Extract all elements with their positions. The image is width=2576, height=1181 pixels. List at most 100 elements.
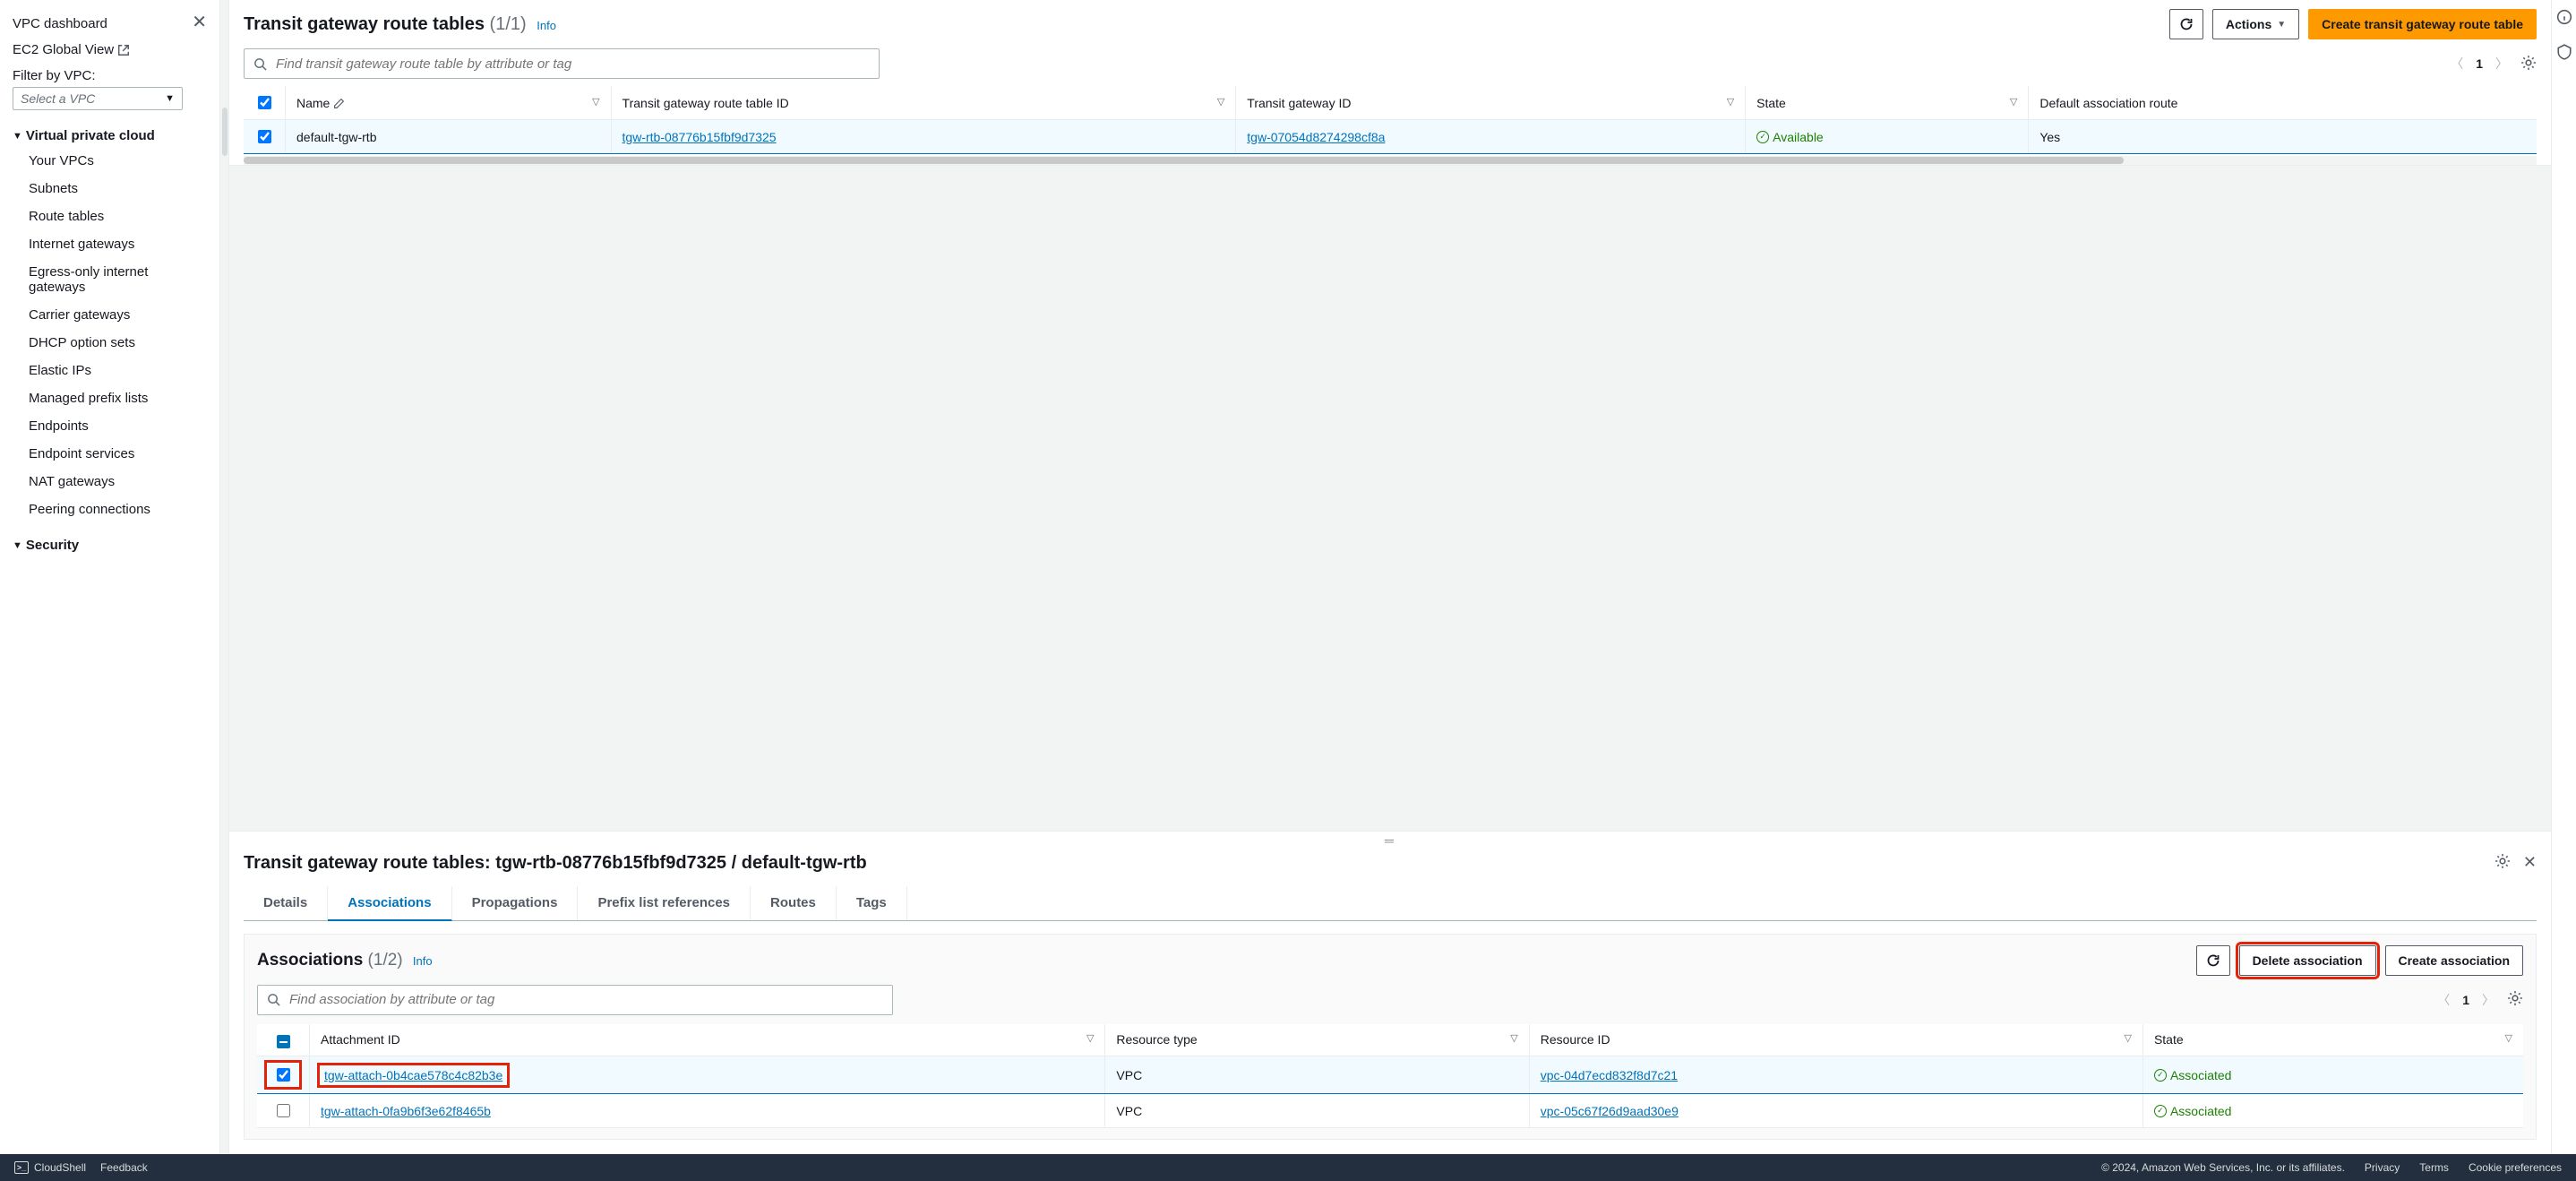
assoc-search[interactable] — [257, 985, 893, 1015]
route-table-search[interactable] — [244, 48, 880, 79]
assoc-prev-page[interactable]: 〈 — [2437, 991, 2450, 1009]
col-resource-type[interactable]: Resource type▽ — [1105, 1024, 1529, 1056]
feedback-link[interactable]: Feedback — [100, 1161, 148, 1174]
create-association-button[interactable]: Create association — [2385, 945, 2524, 976]
panel-drag-handle[interactable]: ═ — [244, 832, 2537, 853]
associations-table: Attachment ID▽ Resource type▽ Resource I… — [257, 1024, 2523, 1129]
assoc-info-link[interactable]: Info — [413, 954, 433, 968]
col-rtb-id[interactable]: Transit gateway route table ID▽ — [611, 86, 1236, 120]
sidebar-item-route-tables[interactable]: Route tables — [13, 203, 202, 230]
search-icon — [253, 57, 267, 71]
select-vpc-dropdown[interactable]: Select a VPC ▼ — [13, 87, 183, 110]
delete-association-button[interactable]: Delete association — [2239, 945, 2376, 976]
col-name[interactable]: Name▽ — [286, 86, 612, 120]
actions-label: Actions — [2226, 17, 2271, 31]
info-icon[interactable] — [2556, 9, 2572, 28]
assoc-state: ✓Associated — [2154, 1104, 2512, 1118]
assoc-row-checkbox[interactable] — [277, 1104, 290, 1117]
assoc-refresh-button[interactable] — [2196, 945, 2230, 976]
sidebar-item-subnets[interactable]: Subnets — [13, 175, 202, 203]
assoc-next-page[interactable]: 〉 — [2482, 991, 2494, 1009]
assoc-settings-icon[interactable] — [2507, 990, 2523, 1009]
detail-close-icon[interactable]: ✕ — [2523, 853, 2537, 874]
sidebar-item-internet-gateways[interactable]: Internet gateways — [13, 230, 202, 258]
sidebar-item-your-vpcs[interactable]: Your VPCs — [13, 147, 202, 175]
sidebar: ✕ VPC dashboard EC2 Global View Filter b… — [0, 0, 220, 1154]
chevron-down-icon: ▼ — [2277, 20, 2286, 30]
diagnostic-icon[interactable] — [2556, 44, 2572, 63]
col-state[interactable]: State▽ — [1746, 86, 2029, 120]
table-horizontal-scrollbar[interactable] — [244, 156, 2537, 165]
sidebar-item-dhcp-option-sets[interactable]: DHCP option sets — [13, 329, 202, 357]
search-icon — [267, 993, 280, 1006]
create-route-table-button[interactable]: Create transit gateway route table — [2308, 9, 2537, 39]
col-attachment-id[interactable]: Attachment ID▽ — [310, 1024, 1105, 1056]
cell-tgw-id-link[interactable]: tgw-07054d8274298cf8a — [1247, 130, 1385, 144]
tab-details[interactable]: Details — [244, 886, 328, 920]
cell-rtb-id-link[interactable]: tgw-rtb-08776b15fbf9d7325 — [623, 130, 777, 144]
assoc-attachment-link[interactable]: tgw-attach-0fa9b6f3e62f8465b — [321, 1104, 491, 1118]
col-assoc-state[interactable]: State▽ — [2142, 1024, 2523, 1056]
tab-propagations[interactable]: Propagations — [452, 886, 579, 920]
assoc-resource-id-link[interactable]: vpc-05c67f26d9aad30e9 — [1541, 1104, 1679, 1118]
sidebar-item-endpoint-services[interactable]: Endpoint services — [13, 440, 202, 468]
sidebar-item-egress-only[interactable]: Egress-only internet gateways — [13, 258, 202, 301]
sidebar-ec2-global-view[interactable]: EC2 Global View — [13, 37, 202, 63]
sidebar-resize-handle[interactable] — [220, 0, 229, 1154]
assoc-row[interactable]: tgw-attach-0b4cae578c4c82b3e VPC vpc-04d… — [257, 1056, 2523, 1094]
cloudshell-button[interactable]: >_ CloudShell — [14, 1161, 86, 1174]
refresh-icon — [2179, 17, 2194, 31]
refresh-button[interactable] — [2169, 9, 2203, 39]
tab-associations[interactable]: Associations — [328, 886, 451, 921]
assoc-resource-id-link[interactable]: vpc-04d7ecd832f8d7c21 — [1541, 1068, 1678, 1082]
assoc-resource-type: VPC — [1105, 1056, 1529, 1094]
route-table-search-input[interactable] — [274, 56, 870, 73]
tab-tags[interactable]: Tags — [837, 886, 907, 920]
sidebar-vpc-dashboard[interactable]: VPC dashboard — [13, 11, 202, 37]
main-content: Transit gateway route tables (1/1) Info … — [229, 0, 2551, 1154]
sidebar-item-peering-connections[interactable]: Peering connections — [13, 496, 202, 523]
actions-button[interactable]: Actions ▼ — [2212, 9, 2299, 39]
tab-routes[interactable]: Routes — [751, 886, 837, 920]
create-route-table-label: Create transit gateway route table — [2322, 17, 2523, 31]
col-resource-id[interactable]: Resource ID▽ — [1529, 1024, 2142, 1056]
sidebar-section-security[interactable]: ▼ Security — [13, 534, 202, 556]
detail-panel: ═ Transit gateway route tables: tgw-rtb-… — [229, 831, 2551, 1155]
cloudshell-icon: >_ — [14, 1161, 29, 1174]
footer-privacy[interactable]: Privacy — [2365, 1161, 2400, 1174]
select-all-checkbox[interactable] — [244, 86, 286, 120]
col-tgw-id[interactable]: Transit gateway ID▽ — [1236, 86, 1746, 120]
assoc-attachment-link[interactable]: tgw-attach-0b4cae578c4c82b3e — [321, 1066, 506, 1084]
assoc-search-input[interactable] — [288, 991, 883, 1008]
assoc-select-all[interactable] — [257, 1024, 310, 1056]
col-default-assoc[interactable]: Default association route — [2029, 86, 2537, 120]
sidebar-item-elastic-ips[interactable]: Elastic IPs — [13, 357, 202, 384]
next-page[interactable]: 〉 — [2495, 55, 2508, 73]
sidebar-item-managed-prefix-lists[interactable]: Managed prefix lists — [13, 384, 202, 412]
page-title-count: (1/1) — [490, 14, 527, 34]
chevron-down-icon: ▼ — [165, 93, 175, 104]
caret-down-icon: ▼ — [13, 131, 22, 142]
status-ok-icon: ✓ — [1756, 131, 1769, 143]
associations-title: Associations (1/2) Info — [257, 951, 433, 970]
table-row[interactable]: default-tgw-rtb tgw-rtb-08776b15fbf9d732… — [244, 120, 2537, 154]
cell-default-assoc: Yes — [2029, 120, 2537, 154]
route-tables-table: Name▽ Transit gateway route table ID▽ Tr… — [244, 86, 2537, 154]
sidebar-ec2-label: EC2 Global View — [13, 42, 114, 57]
sidebar-item-carrier-gateways[interactable]: Carrier gateways — [13, 301, 202, 329]
assoc-row[interactable]: tgw-attach-0fa9b6f3e62f8465b VPC vpc-05c… — [257, 1094, 2523, 1128]
associations-panel: Associations (1/2) Info Delete associati… — [244, 934, 2537, 1141]
footer-cookies[interactable]: Cookie preferences — [2469, 1161, 2562, 1174]
row-checkbox[interactable] — [258, 130, 271, 143]
prev-page[interactable]: 〈 — [2451, 55, 2463, 73]
sidebar-item-nat-gateways[interactable]: NAT gateways — [13, 468, 202, 496]
info-link[interactable]: Info — [537, 19, 556, 32]
footer-terms[interactable]: Terms — [2419, 1161, 2449, 1174]
sidebar-item-endpoints[interactable]: Endpoints — [13, 412, 202, 440]
settings-gear-icon[interactable] — [2520, 55, 2537, 73]
assoc-row-checkbox[interactable] — [277, 1068, 290, 1082]
close-sidebar-icon[interactable]: ✕ — [192, 11, 207, 33]
sidebar-section-vpc[interactable]: ▼ Virtual private cloud — [13, 125, 202, 147]
detail-settings-icon[interactable] — [2494, 853, 2511, 874]
tab-prefix-list-references[interactable]: Prefix list references — [578, 886, 751, 920]
